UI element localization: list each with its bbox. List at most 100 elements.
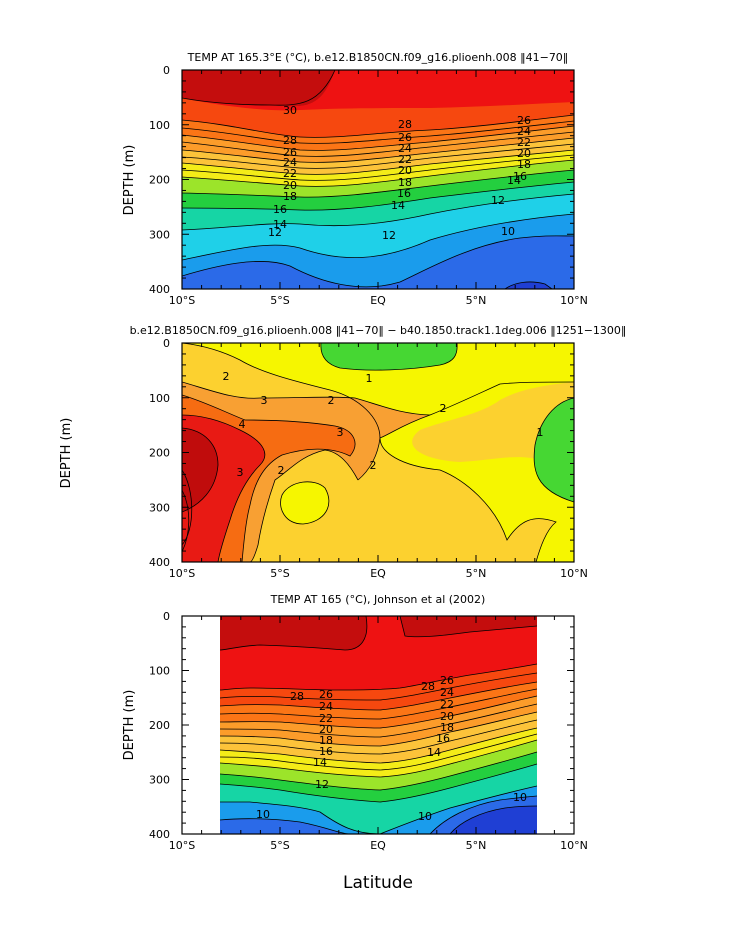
panel1-contour-field: 30 28 28 26 26 26 24 24 24 22 22 22 20 2… <box>182 70 574 289</box>
panel3-contour-labels: 28 28 26 26 24 24 22 22 20 20 18 18 16 1… <box>256 674 527 823</box>
contour-lower-left-2 <box>182 489 190 553</box>
contour-label: 2 <box>370 459 377 472</box>
band-24-26 <box>182 115 574 151</box>
isotherm-27 <box>219 672 538 701</box>
contour-1-pocket-upper <box>182 343 557 562</box>
x-tick-label: 5°N <box>466 294 487 307</box>
contour-2-mid <box>249 449 359 562</box>
contour-label: 26 <box>283 146 297 159</box>
y-tick-label: 400 <box>149 828 170 841</box>
isotherm-12 <box>182 213 574 261</box>
contour-label: 14 <box>313 756 327 769</box>
y-tick-label: 200 <box>149 447 170 460</box>
contour-label: 28 <box>398 118 412 131</box>
contour-label: 14 <box>507 174 521 187</box>
band-20-22 <box>182 138 574 175</box>
panel3-ylabel: DEPTH (m) <box>122 690 137 761</box>
panel2-axes: 10°S 5°S EQ 5°N 10°N 0 100 200 300 400 <box>149 337 588 580</box>
x-tick-label: 5°S <box>270 294 289 307</box>
contour-2-upper <box>182 381 574 416</box>
panel2-contours <box>182 343 574 562</box>
contour-label: 20 <box>517 147 531 160</box>
panel3-title: TEMP AT 165 (°C), Johnson et al (2002) <box>270 593 486 606</box>
contour-label: 24 <box>440 686 454 699</box>
contour-label: 2 <box>278 464 285 477</box>
contour-label: 22 <box>440 698 454 711</box>
y-tick-label: 400 <box>149 283 170 296</box>
contour-2-pocket <box>280 481 330 525</box>
contour-label: 2 <box>223 370 230 383</box>
x-tick-label: 10°N <box>560 294 588 307</box>
x-tick-label: 10°S <box>169 839 195 852</box>
isotherm-25 <box>182 131 574 157</box>
band-10-12 <box>182 194 574 260</box>
isotherm-30 <box>182 70 336 106</box>
contour-label: 10 <box>418 810 432 823</box>
x-tick-label: 5°S <box>270 567 289 580</box>
y-tick-label: 0 <box>163 337 170 350</box>
panel3-contour-field: 28 28 26 26 24 24 22 22 20 20 18 18 16 1… <box>219 616 538 834</box>
x-tick-label: 10°N <box>560 567 588 580</box>
contour-label: 4 <box>239 418 246 431</box>
panel-difference: b.e12.B1850CN.f09_g16.plioenh.008 ‖41−70… <box>59 324 626 580</box>
isotherm-16 <box>182 181 574 211</box>
band-22-24 <box>182 126 574 163</box>
isotherm-28 <box>182 114 574 138</box>
panel2-title: b.e12.B1850CN.f09_g16.plioenh.008 ‖41−70… <box>130 324 627 337</box>
contour-label: 14 <box>391 199 405 212</box>
isotherm-14 <box>219 763 538 803</box>
isotherm-18 <box>182 169 574 198</box>
panel1-ylabel: DEPTH (m) <box>122 145 137 216</box>
contour-label: 18 <box>440 721 454 734</box>
band-24-26 <box>220 682 537 728</box>
contour-label: 30 <box>283 104 297 117</box>
isotherm-24 <box>219 695 538 729</box>
contour-label: 12 <box>315 778 329 791</box>
isotherm-20 <box>182 159 574 187</box>
band-8-10-deep <box>220 818 350 834</box>
isotherm-10 <box>182 235 574 288</box>
isotherm-25 <box>219 688 538 720</box>
y-tick-label: 400 <box>149 556 170 569</box>
contour-label: 20 <box>319 723 333 736</box>
panel1-contour-labels: 30 28 28 26 26 26 24 24 24 22 22 22 20 2… <box>268 104 531 242</box>
isotherm-20 <box>219 727 538 764</box>
isotherm-27 <box>182 120 574 144</box>
contour-5 <box>182 427 219 513</box>
isotherm-8-right <box>449 805 538 834</box>
contour-label: 26 <box>319 688 333 701</box>
band-26-28 <box>182 98 574 138</box>
y-tick-label: 300 <box>149 774 170 787</box>
y-tick-label: 0 <box>163 64 170 77</box>
region-below-1-eq <box>320 343 458 371</box>
contour-3 <box>182 394 356 562</box>
band-16-18 <box>182 160 574 198</box>
isotherm-16 <box>219 751 538 791</box>
contour-2-lower <box>357 414 431 481</box>
band-22-24 <box>220 696 537 746</box>
isotherm-10-left <box>219 818 351 834</box>
isotherm-8 <box>504 281 553 289</box>
isotherm-24 <box>182 137 574 163</box>
y-tick-label: 100 <box>149 119 170 132</box>
band-28-30 <box>220 616 537 690</box>
contour-label: 1 <box>366 372 373 385</box>
y-tick-label: 100 <box>149 665 170 678</box>
x-tick-label: EQ <box>370 567 386 580</box>
figure-xlabel: Latitude <box>343 873 413 893</box>
contour-1-10N <box>533 397 574 503</box>
isotherm-12 <box>220 801 381 834</box>
isotherm-22 <box>219 711 538 747</box>
contour-label: 28 <box>290 690 304 703</box>
isotherm-28 <box>219 663 538 691</box>
x-tick-label: 10°S <box>169 567 195 580</box>
contour-label: 12 <box>268 226 282 239</box>
isotherm-26 <box>219 681 538 711</box>
isotherm-18 <box>219 739 538 778</box>
contour-label: 16 <box>513 170 527 183</box>
isotherm-23 <box>219 703 538 738</box>
contour-label: 12 <box>491 194 505 207</box>
panel2-contour-labels: 2 3 4 3 2 2 2 2 3 1 1 <box>223 370 544 479</box>
contour-label: 10 <box>501 225 515 238</box>
